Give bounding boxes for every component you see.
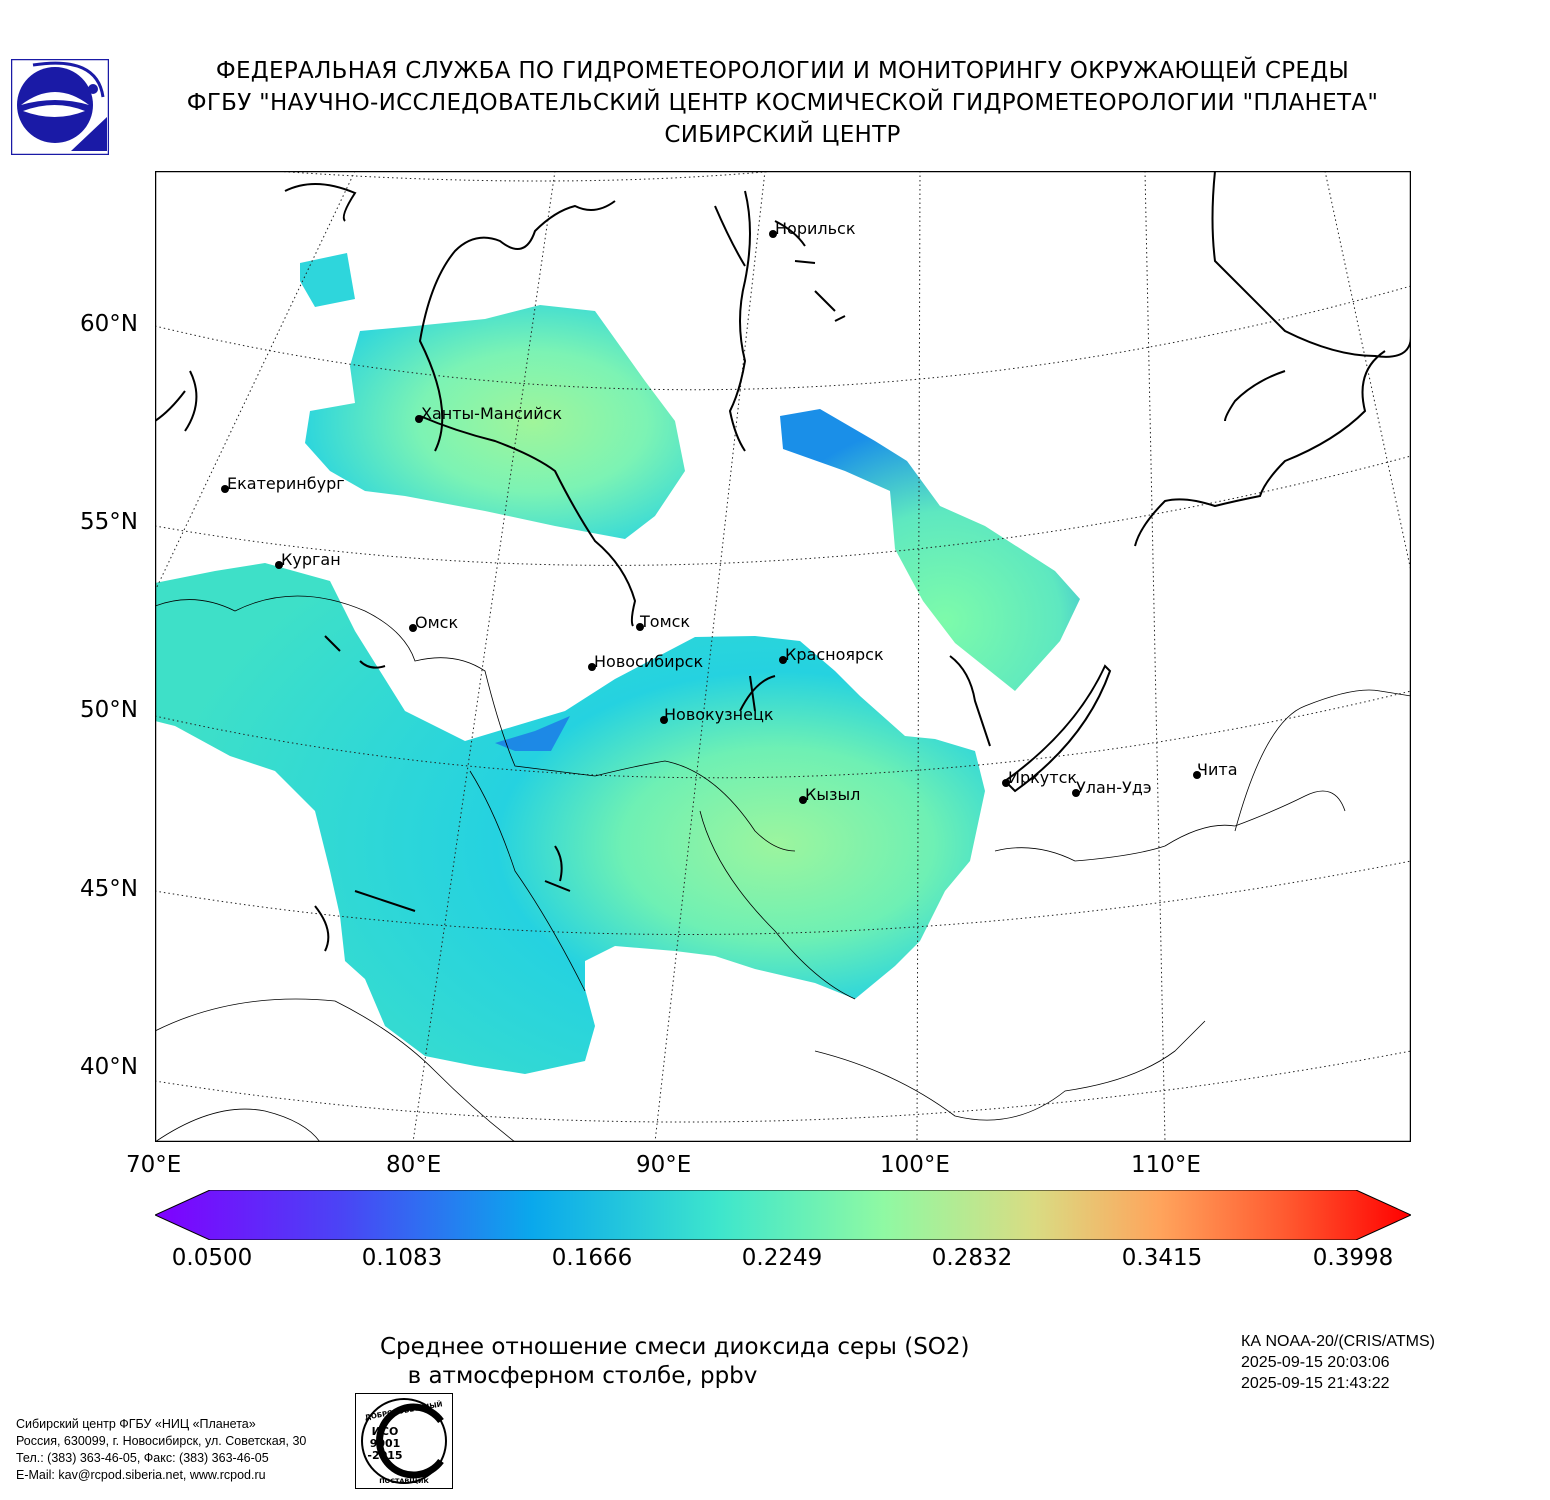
colorbar-tick-3: 0.2249 [741, 1245, 823, 1271]
lat-label-60: 60°N [80, 311, 138, 337]
colorbar-tick-5: 0.3415 [1121, 1245, 1203, 1271]
contact-line-4: E-Mail: kav@rcpod.siberia.net, www.rcpod… [16, 1468, 266, 1482]
colorbar-tick-4: 0.2832 [931, 1245, 1013, 1271]
caption-line-1: Среднее отношение смеси диоксида серы (S… [380, 1334, 970, 1360]
colorbar-tick-0: 0.0500 [171, 1245, 253, 1271]
city-label-irkutsk: Иркутск [1008, 768, 1077, 787]
iso-badge-code-2: 9001 [370, 1437, 401, 1450]
city-label-kyzyl: Кызыл [805, 785, 860, 804]
borders [155, 595, 1411, 1142]
colorbar-tick-2: 0.1666 [551, 1245, 633, 1271]
city-label-norilsk: Норильск [775, 219, 856, 238]
city-label-novokuznetsk: Новокузнецк [664, 705, 774, 724]
contact-line-1: Сибирский центр ФГБУ «НИЦ «Планета» [16, 1417, 256, 1431]
so2-field-small [300, 253, 355, 307]
city-markers [221, 230, 1201, 804]
caption-line-2: в атмосферном столбе, ppbv [407, 1363, 758, 1389]
contact-line-2: Россия, 630099, г. Новосибирск, ул. Сове… [16, 1434, 307, 1448]
rivers-and-coasts [155, 171, 1411, 952]
iso-badge-icon: ДОБРОСОВЕСТНЫЙ ИСО 9001 -2015 ПОСТАВЩИК [355, 1393, 453, 1489]
lon-label-100: 100°E [880, 1152, 950, 1178]
so2-field-east [780, 409, 1080, 691]
header-line-1: ФЕДЕРАЛЬНАЯ СЛУЖБА ПО ГИДРОМЕТЕОРОЛОГИИ … [215, 58, 1350, 84]
lat-label-40: 40°N [80, 1054, 138, 1080]
lat-label-50: 50°N [80, 697, 138, 723]
city-labels: Норильск Ханты-Мансийск Екатеринбург Кур… [227, 219, 1238, 804]
lon-label-80: 80°E [386, 1152, 442, 1178]
so2-map: Норильск Ханты-Мансийск Екатеринбург Кур… [155, 171, 1411, 1142]
graticule [155, 171, 1411, 1142]
city-label-khanty-mansiysk: Ханты-Мансийск [421, 404, 562, 423]
city-label-krasnoyarsk: Красноярск [785, 645, 884, 664]
so2-field-low-edge [495, 716, 570, 751]
iso-badge-code-3: -2015 [367, 1449, 402, 1462]
header-line-2: ФГБУ "НАУЧНО-ИССЛЕДОВАТЕЛЬСКИЙ ЦЕНТР КОС… [186, 90, 1379, 116]
map-frame [155, 171, 1411, 1142]
colorbar [155, 1190, 1411, 1240]
lon-label-90: 90°E [636, 1152, 692, 1178]
city-label-novosibirsk: Новосибирск [594, 652, 703, 671]
city-label-chita: Чита [1197, 760, 1238, 779]
city-label-omsk: Омск [415, 613, 458, 632]
city-label-tomsk: Томск [639, 612, 690, 631]
city-label-yekaterinburg: Екатеринбург [227, 474, 345, 493]
header-line-3: СИБИРСКИЙ ЦЕНТР [664, 122, 901, 148]
iso-badge-code-1: ИСО [372, 1425, 399, 1438]
colorbar-tick-6: 0.3998 [1312, 1245, 1394, 1271]
so2-field-north [305, 305, 685, 539]
iso-badge-bottom-text: ПОСТАВЩИК [379, 1477, 429, 1485]
satellite-time-start: 2025-09-15 20:03:06 [1241, 1354, 1390, 1371]
city-label-ulan-ude: Улан-Удэ [1076, 778, 1152, 797]
lon-label-70: 70°E [126, 1152, 182, 1178]
lon-label-110: 110°E [1131, 1152, 1201, 1178]
colorbar-tick-1: 0.1083 [361, 1245, 443, 1271]
satellite-name: КА NOAA-20/(CRIS/ATMS) [1241, 1333, 1435, 1350]
city-label-kurgan: Курган [281, 550, 341, 569]
contact-line-3: Тел.: (383) 363-46-05, Факс: (383) 363-4… [16, 1451, 269, 1465]
satellite-time-end: 2025-09-15 21:43:22 [1241, 1375, 1390, 1392]
lat-label-45: 45°N [80, 876, 138, 902]
roshydromet-logo-icon [10, 58, 110, 156]
lat-label-55: 55°N [80, 509, 138, 535]
so2-field-south [155, 563, 985, 1074]
